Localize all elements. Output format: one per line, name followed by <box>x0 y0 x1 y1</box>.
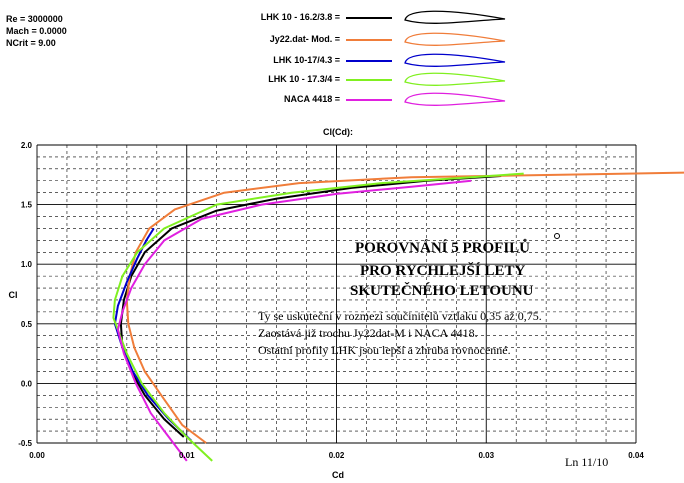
x-tick-label: 0.02 <box>329 451 345 460</box>
y-tick-label: 0.5 <box>21 320 33 329</box>
analysis-parameters: Re = 3000000 Mach = 0.0000 NCrit = 9.00 <box>6 13 67 49</box>
annotation-title-line-3: SKUTEČNÉHO LETOUNU <box>350 282 534 299</box>
legend-airfoil-shapes <box>346 10 506 106</box>
x-axis-label: Cd <box>332 470 344 480</box>
annotation-ring-mark <box>554 233 560 239</box>
y-tick-label: -0.5 <box>18 439 32 448</box>
chart-title: Cl(Cd): <box>323 127 353 137</box>
annotation-body-line-3: Ostatní profily LHK jsou lepší a zhruba … <box>258 343 511 357</box>
legend-airfoil-shape-1 <box>404 10 506 24</box>
annotation-title: POROVNÁNÍ 5 PROFILŮ PRO RYCHLEJŠÍ LETY S… <box>350 239 534 299</box>
reynolds-number: Re = 3000000 <box>6 14 63 24</box>
y-tick-label: 1.0 <box>21 260 33 269</box>
x-tick-label: 0.03 <box>478 451 494 460</box>
y-tick-label: 1.5 <box>21 201 33 210</box>
legend-label-3: LHK 10-17/4.3 = <box>273 55 340 65</box>
series-line-4 <box>112 172 524 462</box>
legend-label-2: Jy22.dat- Mod. = <box>269 34 340 44</box>
axis-ticks: 0.00 0.01 0.02 0.03 0.04 -0.5 0.0 0.5 1.0 1.5 2.0 <box>18 141 644 460</box>
annotation-body: Ty se uskuteční v rozmezí součinitelů vz… <box>258 309 542 357</box>
x-tick-label: 0.01 <box>179 451 195 460</box>
legend-airfoil-shape-5 <box>404 92 506 106</box>
x-tick-label: 0.00 <box>29 451 45 460</box>
series-line-3 <box>113 227 192 442</box>
figure-footer-label: Ln 11/10 <box>565 455 608 469</box>
legend-airfoil-shape-3 <box>404 53 506 67</box>
annotation-body-line-2: Zaostává již trochu Jy22dat-M i NACA 441… <box>258 326 478 340</box>
data-series <box>112 171 684 462</box>
ncrit-value: NCrit = 9.00 <box>6 38 56 48</box>
annotation-title-line-2: PRO RYCHLEJŠÍ LETY <box>360 262 526 279</box>
legend-airfoil-shape-4 <box>404 72 506 86</box>
legend-airfoil-shape-2 <box>404 32 506 46</box>
legend-label-4: LHK 10 - 17.3/4 = <box>268 74 340 84</box>
y-tick-label: 0.0 <box>21 379 33 388</box>
legend-label-1: LHK 10 - 16.2/3.8 = <box>260 12 340 22</box>
x-tick-label: 0.04 <box>628 451 644 460</box>
annotation-title-line-1: POROVNÁNÍ 5 PROFILŮ <box>355 239 530 256</box>
annotation-body-line-1: Ty se uskuteční v rozmezí součinitelů vz… <box>258 309 542 323</box>
series-line-5 <box>116 179 472 462</box>
series-line-1 <box>119 175 502 438</box>
y-axis-label: Cl <box>9 290 18 300</box>
mach-number: Mach = 0.0000 <box>6 26 67 36</box>
y-tick-label: 2.0 <box>21 141 33 150</box>
legend-label-5: NACA 4418 = <box>284 94 340 104</box>
series-line-2 <box>125 171 684 444</box>
